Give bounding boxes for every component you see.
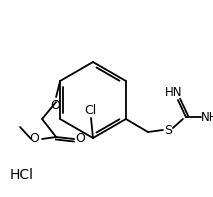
Text: NH₂: NH₂ — [201, 111, 213, 124]
Text: O: O — [50, 98, 60, 112]
Text: Cl: Cl — [84, 103, 96, 116]
Text: HCl: HCl — [10, 168, 34, 182]
Text: HN: HN — [165, 85, 183, 98]
Text: O: O — [29, 133, 39, 146]
Text: S: S — [164, 124, 172, 137]
Text: O: O — [75, 133, 85, 146]
